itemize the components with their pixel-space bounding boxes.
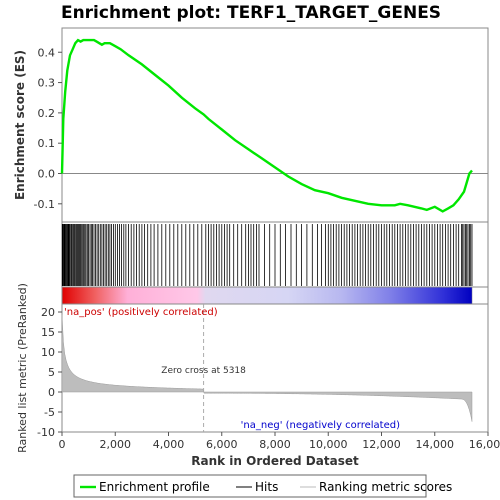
x-tick-label: 4,000 [153, 438, 185, 451]
neg-label: 'na_neg' (negatively correlated) [241, 420, 400, 431]
x-tick-label: 6,000 [206, 438, 238, 451]
es-y-tick-label: 0.4 [38, 46, 56, 59]
rank-color-bar [61, 286, 473, 305]
metric-y-tick-label: -5 [44, 406, 55, 419]
metric-plot-frame [61, 303, 489, 433]
x-axis-label: Rank in Ordered Dataset [191, 454, 359, 468]
x-tick-label: 8,000 [259, 438, 291, 451]
legend-profile-label: Enrichment profile [99, 480, 210, 494]
zero-cross-label: Zero cross at 5318 [161, 366, 246, 376]
x-tick-label: 0 [59, 438, 66, 451]
metric-y-tick-label: 15 [41, 326, 55, 339]
es-plot-frame [61, 27, 489, 223]
x-tick-label: 2,000 [100, 438, 132, 451]
metric-y-axis-label: Ranked list metric (PreRanked) [16, 283, 29, 453]
legend-box [73, 474, 427, 498]
es-y-tick-label: 0.2 [38, 107, 56, 120]
es-y-tick-label: 0.0 [38, 168, 56, 181]
chart-title: Enrichment plot: TERF1_TARGET_GENES [61, 3, 441, 23]
es-y-axis: -0.1 0.0 0.1 0.2 0.3 0.4 [34, 46, 62, 211]
es-y-tick-label: 0.3 [38, 77, 56, 90]
x-tick-label: 14,000 [416, 438, 455, 451]
enrichment-profile-line [60, 38, 473, 213]
legend-metric-label: Ranking metric scores [319, 480, 452, 494]
metric-y-tick-label: 0 [48, 386, 55, 399]
hit-marks [61, 224, 473, 286]
x-tick-label: 16,000 [469, 438, 500, 451]
x-tick-label: 12,000 [362, 438, 401, 451]
ranking-metric-area [61, 314, 473, 422]
metric-y-tick-label: -10 [37, 426, 55, 439]
pos-label: 'na_pos' (positively correlated) [64, 307, 218, 318]
es-y-tick-label: 0.1 [38, 137, 56, 150]
legend-hits-label: Hits [255, 480, 278, 494]
metric-y-tick-label: 5 [48, 366, 55, 379]
metric-y-tick-label: 10 [41, 346, 55, 359]
metric-y-tick-label: 20 [41, 306, 55, 319]
es-y-axis-label: Enrichment score (ES) [13, 50, 27, 200]
metric-y-axis: -10 -5 0 5 10 15 20 [37, 306, 62, 439]
x-axis: 0 2,000 4,000 6,000 8,000 10,000 12,000 14,000 1… [59, 432, 500, 451]
x-tick-label: 10,000 [309, 438, 348, 451]
es-y-tick-label: -0.1 [34, 198, 55, 211]
